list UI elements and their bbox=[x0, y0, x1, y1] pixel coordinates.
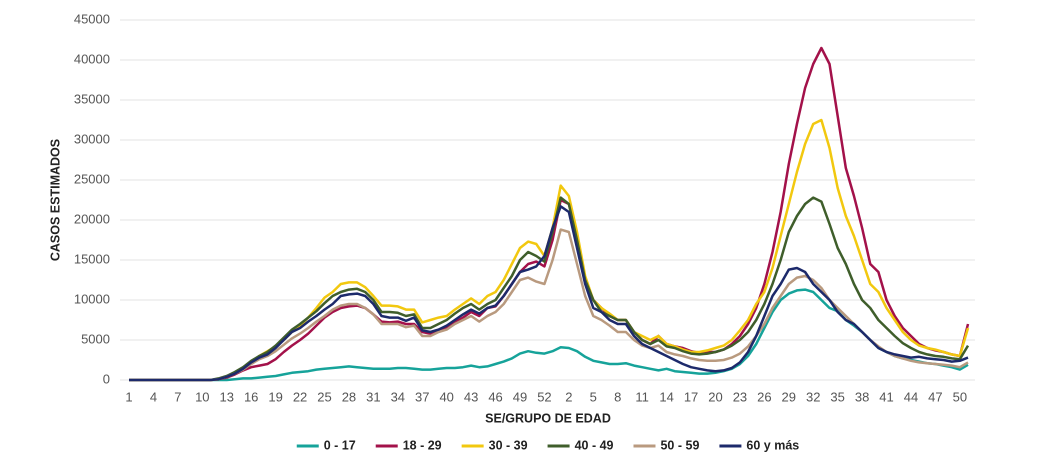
series-line bbox=[129, 205, 969, 382]
y-tick-label: 0 bbox=[103, 371, 110, 386]
x-tick-label: 29 bbox=[782, 389, 796, 404]
x-tick-label: 37 bbox=[415, 389, 429, 404]
x-tick-label: 5 bbox=[590, 389, 597, 404]
x-tick-label: 47 bbox=[928, 389, 942, 404]
x-tick-label: 26 bbox=[757, 389, 771, 404]
x-tick-label: 11 bbox=[635, 389, 649, 404]
x-tick-label: 43 bbox=[464, 389, 478, 404]
legend-label: 18 - 29 bbox=[403, 438, 442, 452]
x-tick-label: 1 bbox=[125, 389, 132, 404]
y-tick-label: 45000 bbox=[74, 11, 110, 26]
y-tick-label: 20000 bbox=[74, 211, 110, 226]
y-tick-label: 30000 bbox=[74, 131, 110, 146]
x-tick-label: 13 bbox=[220, 389, 234, 404]
y-tick-label: 35000 bbox=[74, 91, 110, 106]
x-tick-label: 28 bbox=[342, 389, 356, 404]
x-tick-label: 8 bbox=[614, 389, 621, 404]
x-tick-label: 31 bbox=[366, 389, 380, 404]
x-tick-label: 2 bbox=[565, 389, 572, 404]
x-tick-label: 16 bbox=[244, 389, 258, 404]
x-tick-label: 49 bbox=[513, 389, 527, 404]
x-tick-label: 14 bbox=[659, 389, 673, 404]
y-tick-label: 10000 bbox=[74, 291, 110, 306]
y-tick-label: 15000 bbox=[74, 251, 110, 266]
y-tick-label: 40000 bbox=[74, 51, 110, 66]
legend-label: 40 - 49 bbox=[575, 438, 614, 452]
series-line bbox=[129, 46, 970, 382]
legend-label: 0 - 17 bbox=[324, 438, 356, 452]
x-tick-label: 20 bbox=[708, 389, 722, 404]
x-tick-label: 34 bbox=[391, 389, 405, 404]
y-tick-label: 25000 bbox=[74, 171, 110, 186]
x-tick-label: 17 bbox=[684, 389, 698, 404]
x-tick-label: 50 bbox=[953, 389, 967, 404]
series-line bbox=[129, 288, 969, 382]
x-tick-label: 35 bbox=[830, 389, 844, 404]
x-tick-label: 44 bbox=[904, 389, 918, 404]
y-axis-label: CASOS ESTIMADOS bbox=[48, 139, 62, 261]
x-tick-label: 19 bbox=[268, 389, 282, 404]
x-tick-label: 38 bbox=[855, 389, 869, 404]
legend-label: 50 - 59 bbox=[660, 438, 699, 452]
x-tick-label: 46 bbox=[488, 389, 502, 404]
series-line bbox=[129, 196, 970, 382]
x-tick-label: 25 bbox=[317, 389, 331, 404]
x-tick-label: 40 bbox=[439, 389, 453, 404]
legend-label: 60 y más bbox=[746, 438, 799, 452]
x-axis-label: SE/GRUPO DE EDAD bbox=[485, 411, 611, 425]
legend-label: 30 - 39 bbox=[489, 438, 528, 452]
x-tick-label: 32 bbox=[806, 389, 820, 404]
x-tick-label: 23 bbox=[733, 389, 747, 404]
x-tick-label: 10 bbox=[195, 389, 209, 404]
x-tick-label: 22 bbox=[293, 389, 307, 404]
x-tick-label: 41 bbox=[879, 389, 893, 404]
x-tick-label: 7 bbox=[174, 389, 181, 404]
x-tick-label: 4 bbox=[150, 389, 157, 404]
x-tick-label: 52 bbox=[537, 389, 551, 404]
y-tick-label: 5000 bbox=[81, 331, 110, 346]
